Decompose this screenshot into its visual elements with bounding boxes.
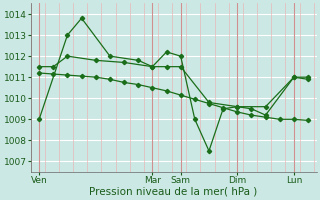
X-axis label: Pression niveau de la mer( hPa ): Pression niveau de la mer( hPa ) <box>90 187 258 197</box>
